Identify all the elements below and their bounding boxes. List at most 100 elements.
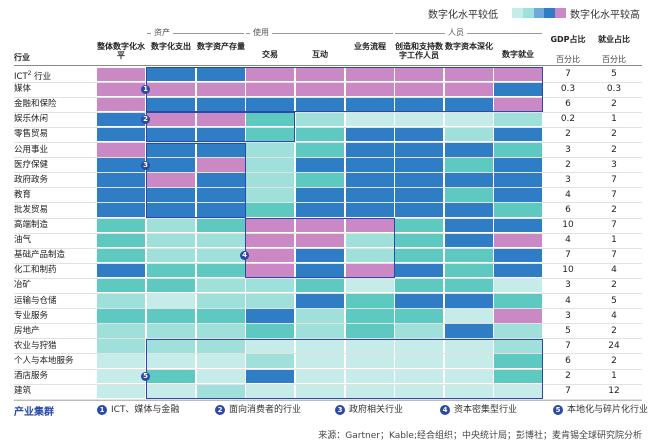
row-label-name: 酒店服务 <box>14 371 49 381</box>
gdp-share-value: 4 <box>565 189 571 200</box>
heatmap-cell <box>395 339 443 353</box>
gdp-share-value: 7 <box>565 69 571 79</box>
employment-share-value: 5 <box>611 295 617 306</box>
row-label: 冶矿 <box>14 280 31 290</box>
heatmap-cell <box>445 203 493 217</box>
heatmap-cell <box>97 203 145 217</box>
employment-share-value: 1 <box>611 235 617 246</box>
heatmap-cell <box>494 339 542 353</box>
row-label: ICT2 行业 <box>14 69 51 82</box>
heatmap-cell <box>346 82 394 97</box>
employment-share-value: 2 <box>611 355 617 366</box>
employment-share-value: 2 <box>611 204 617 215</box>
gdp-share-value: 2 <box>565 159 571 170</box>
cluster-badge: 4 <box>240 251 249 261</box>
heatmap-cell <box>346 143 394 157</box>
cluster-legend-item: 3 政府相关行业 <box>335 402 403 415</box>
heatmap-cell <box>395 158 443 172</box>
heatmap-cell <box>246 67 294 82</box>
cluster-legend-item: 2 面向消费者的行业 <box>215 402 301 415</box>
heatmap-cell <box>246 173 294 187</box>
heatmap-cell <box>296 218 344 233</box>
heatmap-cell <box>197 309 245 323</box>
column-header: 业务流程 <box>354 42 386 51</box>
heatmap-cell <box>97 354 145 368</box>
heatmap-cell <box>197 158 245 172</box>
heatmap-cell <box>346 67 394 82</box>
heatmap-cell <box>97 82 145 97</box>
heatmap-cell <box>246 294 294 308</box>
heatmap-cell <box>246 354 294 368</box>
heatmap-cell <box>296 354 344 368</box>
heatmap-cell <box>97 67 145 82</box>
heatmap-cell <box>147 112 195 127</box>
footer-title: 产业集群 <box>14 407 54 418</box>
heatmap-cell <box>296 294 344 308</box>
row-label: 公用事业 <box>14 145 48 155</box>
heatmap-cell <box>97 369 145 384</box>
heatmap-cell <box>246 233 294 248</box>
employment-share-value: 5 <box>611 69 617 79</box>
heatmap-cell <box>97 294 145 308</box>
heatmap-cell <box>494 233 542 248</box>
heatmap-cell <box>97 339 145 353</box>
heatmap-cell <box>346 248 394 263</box>
heatmap-cell <box>197 294 245 308</box>
row-separator <box>14 172 642 174</box>
cluster-box <box>146 67 543 112</box>
heatmap-cell <box>147 218 195 233</box>
heatmap-cell <box>395 67 443 82</box>
row-label: 教育 <box>14 190 31 200</box>
heatmap-cell <box>246 158 294 172</box>
employment-share-value: 7 <box>611 189 617 200</box>
row-separator <box>14 157 642 159</box>
heatmap-cell <box>494 309 542 323</box>
heatmap-cell <box>197 82 245 97</box>
row-label-name: 个人与本地服务 <box>14 355 74 366</box>
row-separator <box>14 126 642 128</box>
legend-scale <box>512 8 566 18</box>
employment-share-value: 7 <box>611 220 617 230</box>
heatmap-cell <box>445 158 493 172</box>
heatmap-cell <box>296 263 344 278</box>
row-label: 酒店服务 <box>14 371 48 381</box>
heatmap-cell <box>445 278 493 293</box>
heatmap-cell <box>346 294 394 308</box>
heatmap-cell <box>445 263 493 278</box>
employment-share-value: 2 <box>611 325 617 336</box>
heatmap-cell <box>395 354 443 368</box>
gdp-share-value: 10 <box>562 265 574 276</box>
row-label-name: 教育 <box>14 189 32 200</box>
heatmap-cell <box>246 248 294 263</box>
row-label-name: ICT <box>14 71 28 82</box>
heatmap-cell <box>147 67 195 82</box>
heatmap-cell <box>147 188 195 202</box>
heatmap-cell <box>97 324 145 338</box>
heatmap-cell <box>494 203 542 217</box>
row-label-name: 批发贸易 <box>14 204 49 215</box>
column-header: 交易 <box>262 50 278 59</box>
heatmap-cell <box>97 263 145 278</box>
heatmap-cell <box>445 112 493 127</box>
cluster-legend-badge: 1 <box>97 404 107 415</box>
heatmap-cell <box>445 127 493 142</box>
heatmap-cell <box>445 82 493 97</box>
heatmap-cell <box>97 188 145 202</box>
heatmap-cell <box>445 324 493 338</box>
employment-share-value: 12 <box>608 386 620 397</box>
heatmap-cell <box>494 294 542 308</box>
row-label: 娱乐休闲 <box>14 114 48 124</box>
cluster-box <box>146 142 246 218</box>
heatmap-cell <box>296 143 344 157</box>
gdp-share-value: 10 <box>562 220 574 230</box>
cluster-legend-label: 资本密集型行业 <box>454 405 518 415</box>
row-label: 个人与本地服务 <box>14 356 74 366</box>
heatmap-cell <box>197 278 245 293</box>
row-separator <box>14 293 642 294</box>
heatmap-cell <box>346 263 394 278</box>
cluster-legend-label: ICT、媒体与金融 <box>111 405 180 415</box>
heatmap-cell <box>395 324 443 338</box>
heatmap-cell <box>445 173 493 187</box>
row-label-name: 高端制造 <box>14 220 49 230</box>
row-label: 媒体 <box>14 84 31 94</box>
